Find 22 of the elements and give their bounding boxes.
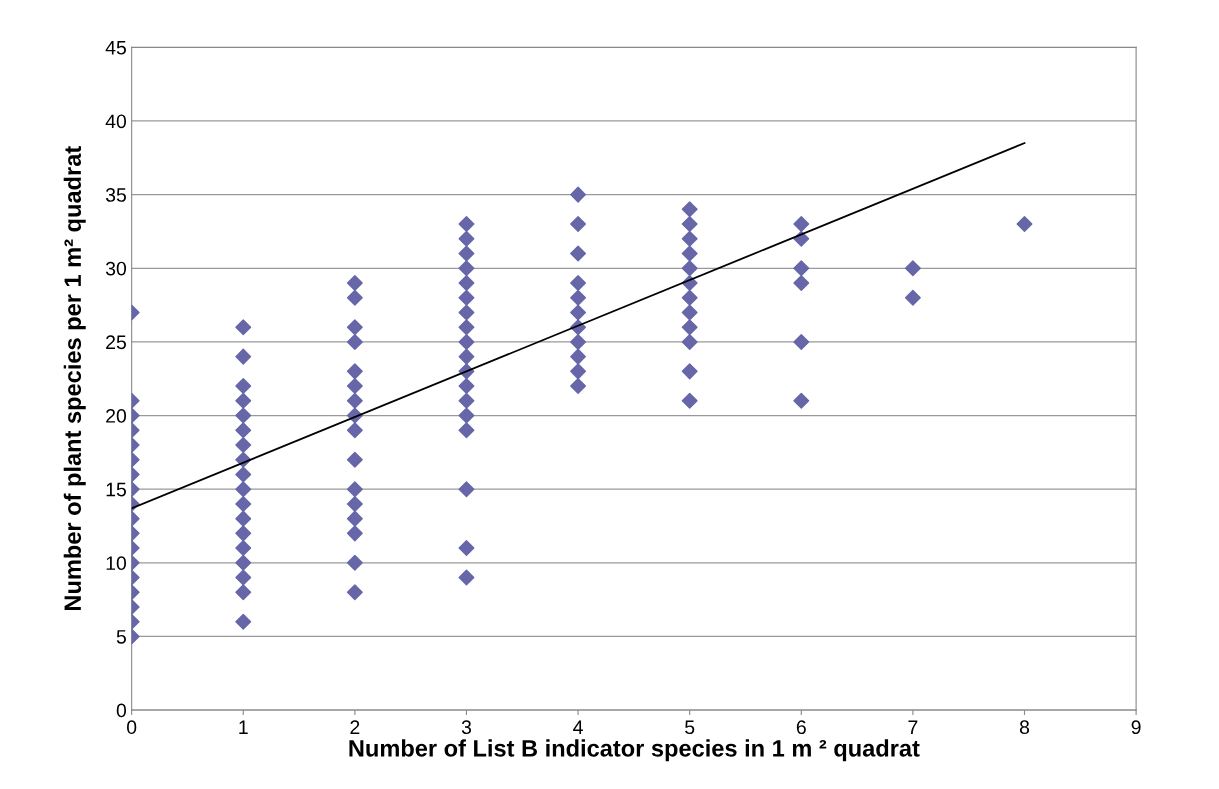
x-tick-label: 1: [239, 720, 248, 734]
y-tick-label: 45: [105, 41, 126, 55]
x-tick-label: 5: [685, 720, 695, 735]
x-tick-label: 6: [796, 720, 806, 735]
x-tick-label: 3: [461, 720, 472, 735]
y-axis-title: Number of plant species per 1 m² quadrat: [63, 146, 86, 611]
y-tick-label: 30: [105, 261, 127, 276]
y-tick-label: 15: [106, 482, 126, 497]
y-tick-label: 10: [106, 556, 127, 571]
x-tick-label: 2: [350, 720, 360, 734]
y-tick-label: 0: [116, 703, 127, 718]
x-tick-label: 9: [1131, 720, 1141, 735]
x-tick-label: 7: [908, 720, 918, 734]
y-tick-label: 20: [106, 409, 127, 423]
y-tick-label: 25: [106, 335, 126, 350]
y-tick-label: 5: [116, 630, 126, 644]
x-tick-label: 4: [573, 720, 583, 734]
x-tick-label: 0: [127, 720, 137, 735]
x-axis-title: Number of List B indicator species in 1 m ² quadrat: [349, 739, 920, 762]
x-tick-label: 8: [1019, 720, 1030, 735]
y-tick-label: 40: [105, 114, 127, 129]
y-tick-label: 35: [105, 188, 126, 202]
